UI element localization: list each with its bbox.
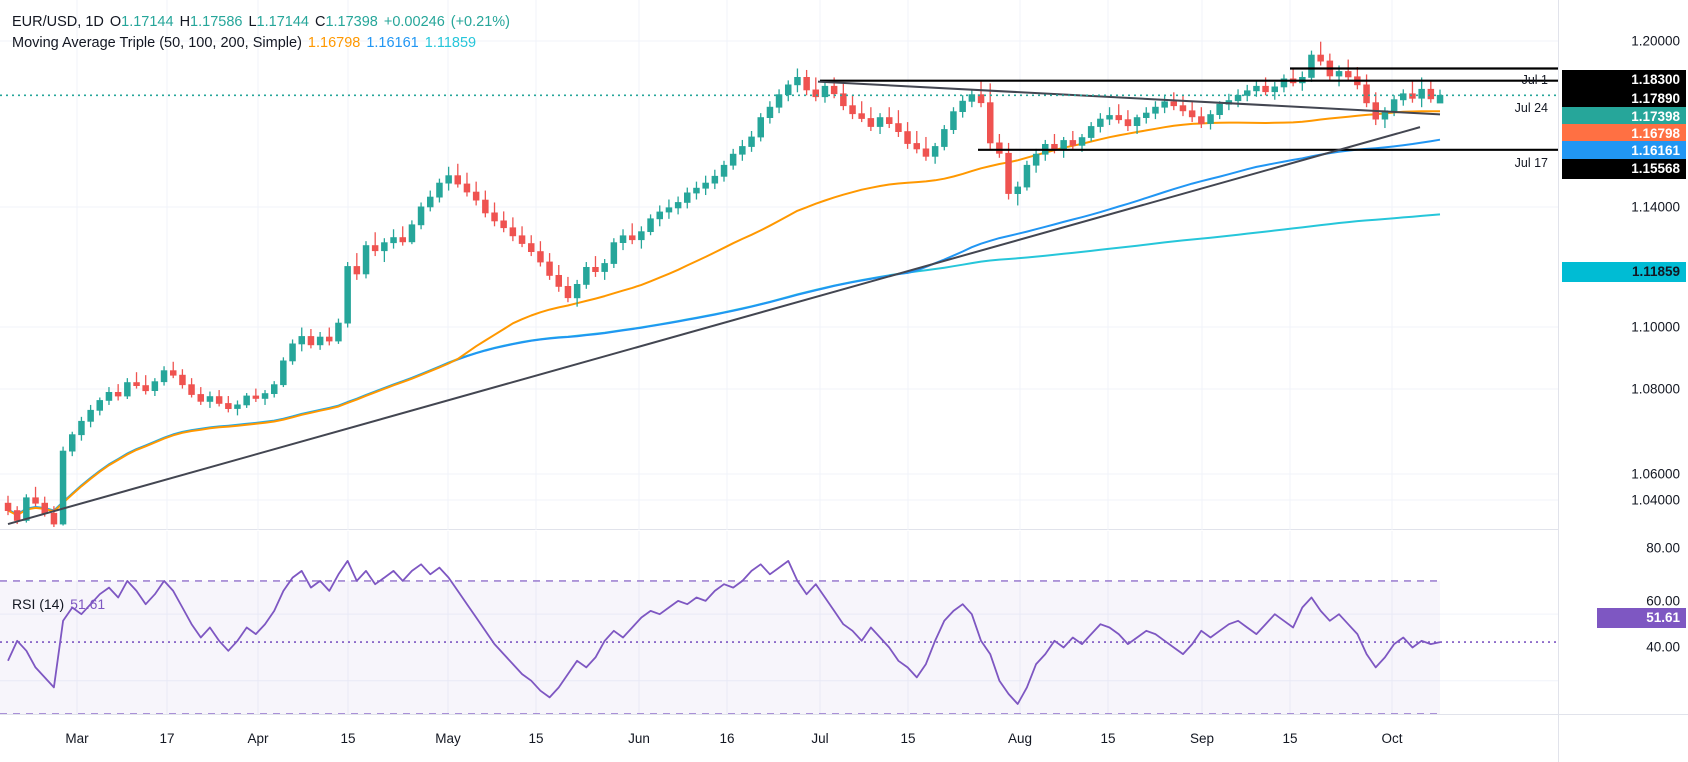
price-tick: 1.06000	[1631, 466, 1680, 482]
time-tick: Aug	[1007, 731, 1033, 746]
time-tick: Oct	[1381, 731, 1403, 746]
time-tick: 16	[719, 731, 735, 746]
price-tick: 1.04000	[1631, 492, 1680, 508]
price-plot	[0, 0, 1558, 530]
price-tag[interactable]: 1.17890	[1562, 89, 1686, 109]
rsi-tick: 60.00	[1646, 593, 1680, 609]
time-tick: Mar	[65, 731, 89, 746]
rsi-plot	[0, 531, 1558, 714]
rsi-tag[interactable]: 51.61	[1597, 608, 1686, 628]
time-tick: May	[435, 731, 461, 746]
rsi-pane[interactable]	[0, 531, 1558, 714]
price-tag[interactable]: 1.16798	[1562, 124, 1686, 144]
time-axis[interactable]: Mar 17 Apr 15 May 15 Jun 16 Jul 15 Aug 15 Sep 15 Oct	[0, 714, 1558, 762]
drawing-date-label: Jul 24	[1514, 101, 1548, 115]
price-tick: 1.20000	[1631, 33, 1680, 49]
time-tick: 15	[340, 731, 356, 746]
time-tick: 15	[528, 731, 544, 746]
time-tick: 15	[1282, 731, 1298, 746]
price-tick: 1.10000	[1631, 319, 1680, 335]
price-tag[interactable]: 1.11859	[1562, 262, 1686, 282]
drawing-date-label: Jul 1	[1521, 73, 1548, 87]
axis-corner	[1558, 714, 1688, 762]
drawing-date-label: Jul 17	[1514, 156, 1548, 170]
time-tick: 15	[1100, 731, 1116, 746]
time-tick: Jul	[811, 731, 829, 746]
price-tag[interactable]: 1.17398	[1562, 107, 1686, 127]
price-tag[interactable]: 1.15568	[1562, 159, 1686, 179]
price-axis[interactable]: 1.20000 1.14000 1.10000 1.08000 1.06000 1.040…	[1558, 0, 1688, 714]
time-tick: 15	[900, 731, 916, 746]
time-tick: Sep	[1189, 731, 1215, 746]
rsi-tick: 80.00	[1646, 540, 1680, 556]
time-tick: 17	[159, 731, 175, 746]
time-tick: Apr	[247, 731, 269, 746]
price-pane[interactable]	[0, 0, 1558, 530]
price-tag[interactable]: 1.16161	[1562, 141, 1686, 161]
price-tag[interactable]: 1.18300	[1562, 70, 1686, 90]
price-tick: 1.14000	[1631, 199, 1680, 215]
time-tick: Jun	[628, 731, 650, 746]
price-tick: 1.08000	[1631, 381, 1680, 397]
rsi-tick: 40.00	[1646, 639, 1680, 655]
